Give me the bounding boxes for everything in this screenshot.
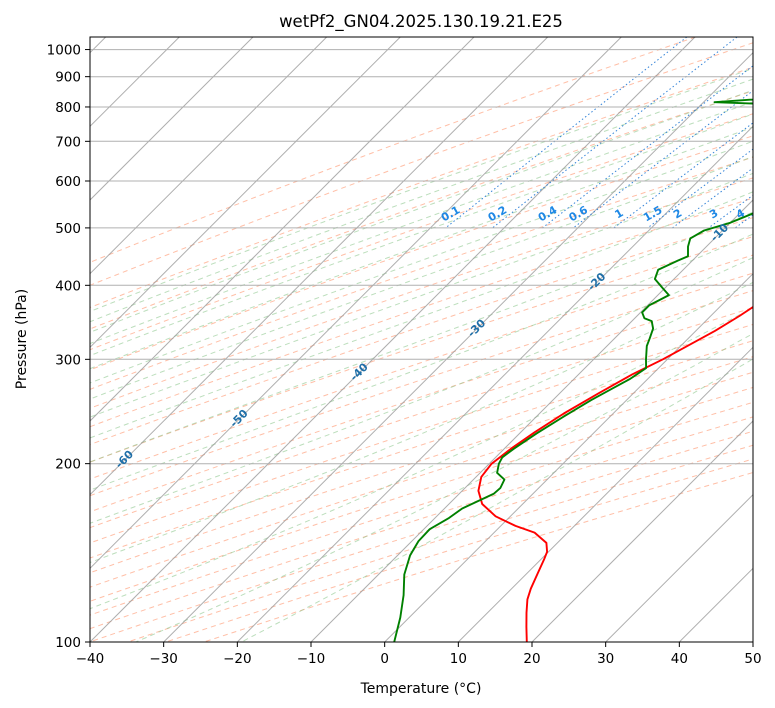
moist-adiabat — [90, 211, 753, 463]
x-tick-label: 20 — [523, 651, 540, 667]
moist-adiabat — [241, 358, 753, 642]
isotherm — [605, 493, 753, 642]
y-tick-label: 700 — [55, 134, 81, 150]
dry-adiabat — [90, 42, 753, 286]
data-series — [393, 98, 753, 642]
moist-adiabat — [90, 113, 753, 357]
dry-adiabat — [90, 113, 753, 351]
isotherm — [90, 37, 696, 642]
moist-adiabat — [90, 126, 753, 370]
y-axis: 1000 900 800 700 600 500 400 300 200 100 — [47, 43, 90, 651]
y-tick-label: 400 — [55, 278, 81, 294]
y-tick-label: 200 — [55, 457, 81, 473]
dry-adiabat — [90, 386, 753, 602]
x-axis: −40 −30 −20 −10 0 10 20 30 40 50 — [76, 642, 762, 667]
mixing-ratio-line — [542, 65, 753, 229]
series-1-line — [477, 305, 753, 642]
y-tick-label: 800 — [55, 100, 81, 116]
isotherm — [90, 37, 622, 570]
x-tick-label: −10 — [297, 651, 326, 667]
dry-adiabat — [90, 197, 753, 428]
moist-adiabat — [90, 307, 753, 610]
moist-adiabat — [90, 233, 753, 491]
isotherm — [310, 199, 753, 642]
dry-adiabat — [90, 177, 753, 409]
isotherm — [163, 51, 753, 642]
y-tick-label: 900 — [55, 70, 81, 86]
moist-adiabat — [90, 101, 753, 345]
isotherm — [384, 272, 753, 642]
x-tick-label: 40 — [671, 651, 688, 667]
dry-adiabat — [90, 340, 753, 559]
isotherm — [90, 37, 328, 275]
chart-title: wetPf2_GN04.2025.130.19.21.E25 — [279, 12, 563, 32]
x-tick-label: 10 — [450, 651, 467, 667]
x-tick-label: −30 — [149, 651, 178, 667]
y-tick-label: 600 — [55, 174, 81, 190]
moist-adiabat — [90, 67, 753, 313]
x-tick-label: −20 — [223, 651, 252, 667]
isotherm — [531, 420, 753, 642]
dry-adiabat — [90, 90, 753, 330]
dry-adiabat — [90, 254, 753, 480]
x-tick-label: 50 — [744, 651, 761, 667]
mixing-ratio-line — [492, 37, 738, 229]
y-axis-label: Pressure (hPa) — [14, 289, 30, 389]
x-tick-label: −40 — [76, 651, 105, 667]
dry-adiabat — [90, 37, 696, 263]
dry-adiabat — [90, 356, 753, 574]
isotherm — [90, 37, 254, 201]
plot-frame — [89, 36, 754, 643]
x-tick-label: 30 — [597, 651, 614, 667]
moist-adiabat — [90, 89, 753, 333]
isotherm — [90, 37, 475, 422]
series-2-line — [393, 98, 753, 642]
background-lines — [90, 37, 753, 642]
mixing-ratio-line — [572, 90, 753, 229]
pressure-gridlines — [90, 49, 753, 642]
y-tick-label: 500 — [55, 221, 81, 237]
dry-adiabat — [90, 307, 753, 529]
y-tick-label: 100 — [55, 635, 81, 651]
isotherm — [236, 125, 753, 642]
moist-adiabat — [90, 156, 753, 400]
mixing-ratio-line — [672, 167, 753, 229]
x-axis-label: Temperature (°C) — [360, 681, 482, 697]
x-tick-label: 0 — [380, 651, 389, 667]
isotherm — [90, 37, 549, 496]
moist-adiabat — [90, 281, 753, 564]
isotherm — [90, 37, 401, 349]
y-tick-label: 1000 — [47, 43, 81, 59]
dry-adiabat — [90, 290, 753, 513]
y-tick-label: 300 — [55, 352, 81, 368]
isotherm — [457, 346, 753, 642]
